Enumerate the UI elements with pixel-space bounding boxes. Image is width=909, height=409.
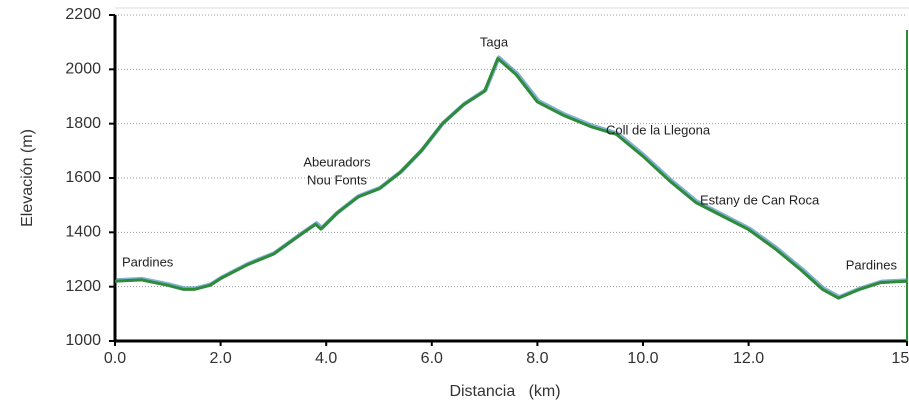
y-tick-label: 2200 xyxy=(65,6,101,23)
y-tick-label: 1400 xyxy=(65,224,101,241)
annotation: Estany de Can Roca xyxy=(700,192,820,207)
y-tick-label: 1600 xyxy=(65,169,101,186)
y-tick-label: 2000 xyxy=(65,61,101,78)
x-tick-label: 2.0 xyxy=(209,350,231,367)
y-tick-label: 1800 xyxy=(65,115,101,132)
x-tick-label: 6.0 xyxy=(421,350,443,367)
annotation: Coll de la Llegona xyxy=(606,122,711,137)
annotation: Pardines xyxy=(122,254,174,269)
y-axis-title: Elevación (m) xyxy=(19,129,36,227)
x-tick-label: 10.0 xyxy=(627,350,658,367)
y-tick-label: 1000 xyxy=(65,332,101,349)
x-tick-label: 4.0 xyxy=(315,350,337,367)
annotation: Abeuradors xyxy=(303,154,371,169)
x-tick-label: 15.0 xyxy=(891,350,909,367)
annotation: Pardines xyxy=(846,257,898,272)
y-tick-label: 1200 xyxy=(65,278,101,295)
annotation: Taga xyxy=(480,34,509,49)
x-tick-label: 12.0 xyxy=(733,350,764,367)
x-tick-label: 0.0 xyxy=(104,350,126,367)
x-tick-label: 8.0 xyxy=(526,350,548,367)
elevation-line xyxy=(114,57,908,300)
x-axis-title: Distancia (km) xyxy=(449,383,560,400)
annotation: Nou Fonts xyxy=(307,172,367,187)
